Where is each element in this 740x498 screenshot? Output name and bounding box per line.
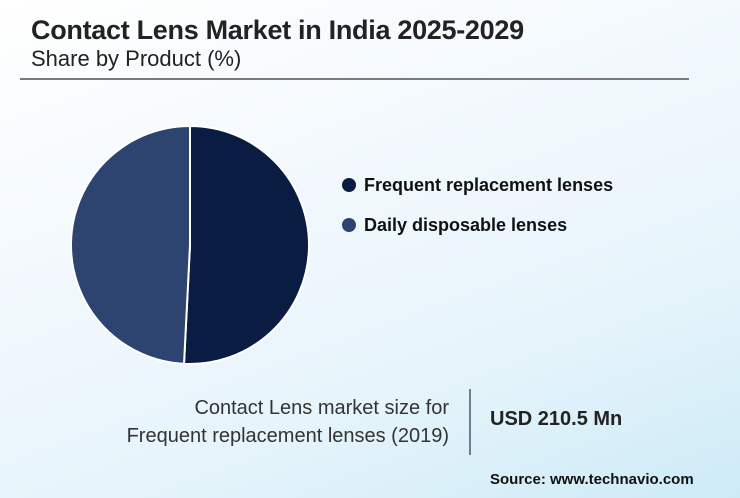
legend-dot-icon <box>342 218 356 232</box>
source-credit: Source: www.technavio.com <box>490 471 694 488</box>
chart-title: Contact Lens Market in India 2025-2029 <box>31 15 524 45</box>
market-size-label-line1: Contact Lens market size for <box>194 397 449 419</box>
legend-label: Frequent replacement lenses <box>364 174 614 195</box>
chart-subtitle: Share by Product (%) <box>31 46 242 71</box>
stat-divider <box>469 389 471 455</box>
legend-item-daily-disposable: Daily disposable lenses <box>342 213 613 237</box>
pie-chart <box>70 125 310 365</box>
legend-label: Daily disposable lenses <box>364 214 568 235</box>
market-size-value: USD 210.5 Mn <box>490 408 623 430</box>
pie-slice-frequent-replacement-lenses <box>183 125 310 365</box>
market-size-label: Contact Lens market size for Frequent re… <box>127 394 449 450</box>
chart-header: Contact Lens Market in India 2025-2029 S… <box>31 14 524 72</box>
legend-item-frequent-replacement: Frequent replacement lenses <box>342 173 613 197</box>
pie-slice-daily-disposable-lenses <box>70 125 191 365</box>
header-divider <box>20 78 689 80</box>
market-size-label-line2: Frequent replacement lenses (2019) <box>126 425 449 447</box>
chart-legend: Frequent replacement lenses Daily dispos… <box>342 173 613 253</box>
legend-dot-icon <box>342 178 356 192</box>
